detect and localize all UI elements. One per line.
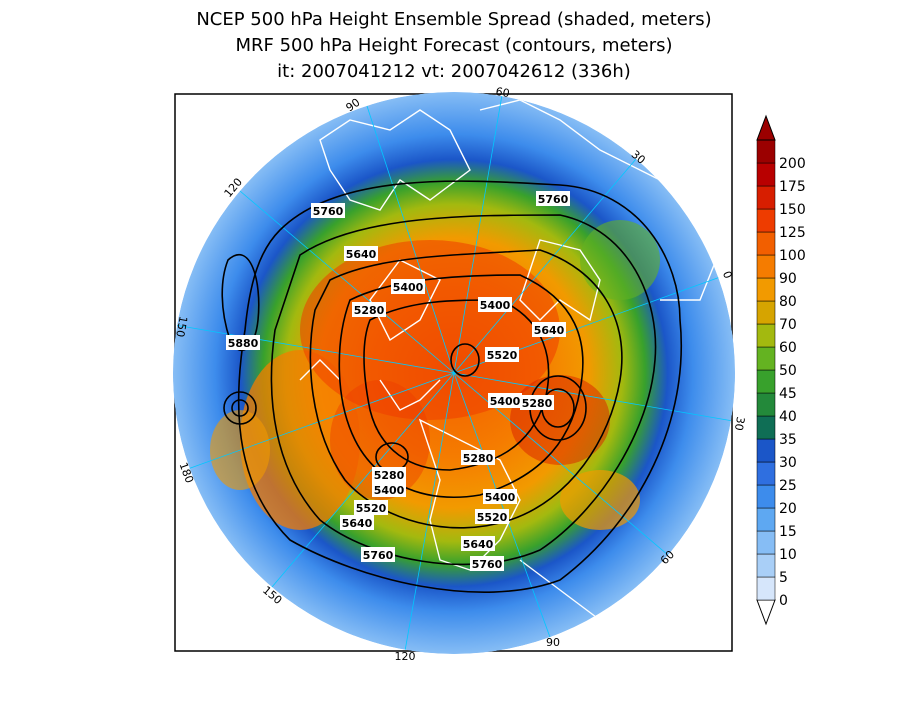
legend-over-arrow	[756, 114, 776, 141]
contour-label: 5760	[538, 193, 569, 206]
contour-label: 5400	[480, 299, 511, 312]
legend-color-box	[756, 415, 776, 440]
legend-color-box	[756, 162, 776, 187]
meridians	[174, 94, 734, 652]
contour-label: 5280	[354, 304, 385, 317]
contour-label: 5520	[356, 502, 387, 515]
legend-label: 25	[779, 478, 797, 494]
legend-color-box	[756, 185, 776, 210]
legend-label: 90	[779, 271, 797, 287]
contour-label: 5400	[485, 491, 516, 504]
legend-label: 100	[779, 248, 806, 264]
contour-label: 5640	[534, 324, 565, 337]
legend-color-box	[756, 369, 776, 394]
contour-label: 5640	[342, 517, 373, 530]
legend-label: 125	[779, 225, 806, 241]
legend-label: 0	[779, 593, 788, 609]
contour-label: 5760	[313, 205, 344, 218]
legend-label: 80	[779, 294, 797, 310]
legend-color-box	[756, 392, 776, 417]
legend-label: 20	[779, 501, 797, 517]
contour-label: 5760	[472, 558, 503, 571]
legend-label: 60	[779, 340, 797, 356]
legend-color-box	[756, 254, 776, 279]
legend-label: 40	[779, 409, 797, 425]
contour-labels: 5760 5640 5400 5280 5400 5880 5520 5640 …	[226, 191, 570, 571]
legend-color-box	[756, 231, 776, 256]
legend-label: 15	[779, 524, 797, 540]
legend-label: 35	[779, 432, 797, 448]
legend-color-box	[756, 300, 776, 325]
legend-label: 30	[779, 455, 797, 471]
contour-label: 5880	[228, 337, 259, 350]
coastlines	[299, 99, 721, 621]
contour-label: 5400	[393, 281, 424, 294]
legend-color-box	[756, 438, 776, 463]
lon-label: 120	[395, 650, 416, 663]
legend-label: 10	[779, 547, 797, 563]
legend-under-arrow	[756, 599, 776, 626]
legend-color-box	[756, 576, 776, 601]
contour-label: 5520	[487, 349, 518, 362]
legend-color-box	[756, 507, 776, 532]
contour-label: 5640	[346, 248, 377, 261]
legend-label: 5	[779, 570, 788, 586]
legend-color-box	[756, 530, 776, 555]
contour-label: 5760	[363, 549, 394, 562]
lon-label: 30	[732, 416, 747, 432]
legend-label: 45	[779, 386, 797, 402]
lon-label: 60	[495, 85, 511, 100]
title-line-1: NCEP 500 hPa Height Ensemble Spread (sha…	[196, 9, 712, 30]
legend-color-box	[756, 208, 776, 233]
legend-color-box	[756, 346, 776, 371]
contour-label: 5280	[374, 469, 405, 482]
legend-label: 150	[779, 202, 806, 218]
title-line-3: it: 2007041212 vt: 2007042612 (336h)	[277, 61, 631, 82]
legend-label: 200	[779, 156, 806, 172]
legend-label: 70	[779, 317, 797, 333]
contour-label: 5520	[477, 511, 508, 524]
legend-color-box	[756, 484, 776, 509]
contour-label: 5640	[463, 538, 494, 551]
contour-label: 5400	[490, 395, 521, 408]
lon-label: 150	[173, 315, 189, 338]
color-legend-boxes	[756, 114, 776, 626]
legend-color-box	[756, 277, 776, 302]
legend-color-box	[756, 461, 776, 486]
title-line-2: MRF 500 hPa Height Forecast (contours, m…	[235, 35, 673, 56]
lon-label: 0	[720, 269, 735, 280]
legend-color-box	[756, 553, 776, 578]
contour-label: 5280	[522, 397, 553, 410]
contour-label: 5280	[463, 452, 494, 465]
color-legend-labels: 0 5 10 15 20 25 30 35 40 45 50 60 70 80 90 100 125 150 175…	[779, 156, 806, 609]
legend-label: 175	[779, 179, 806, 195]
legend-label: 50	[779, 363, 797, 379]
legend-color-box	[756, 139, 776, 164]
lon-label: 90	[546, 636, 560, 649]
contour-label: 5400	[374, 484, 405, 497]
height-contours	[221, 180, 682, 593]
legend-color-box	[756, 323, 776, 348]
